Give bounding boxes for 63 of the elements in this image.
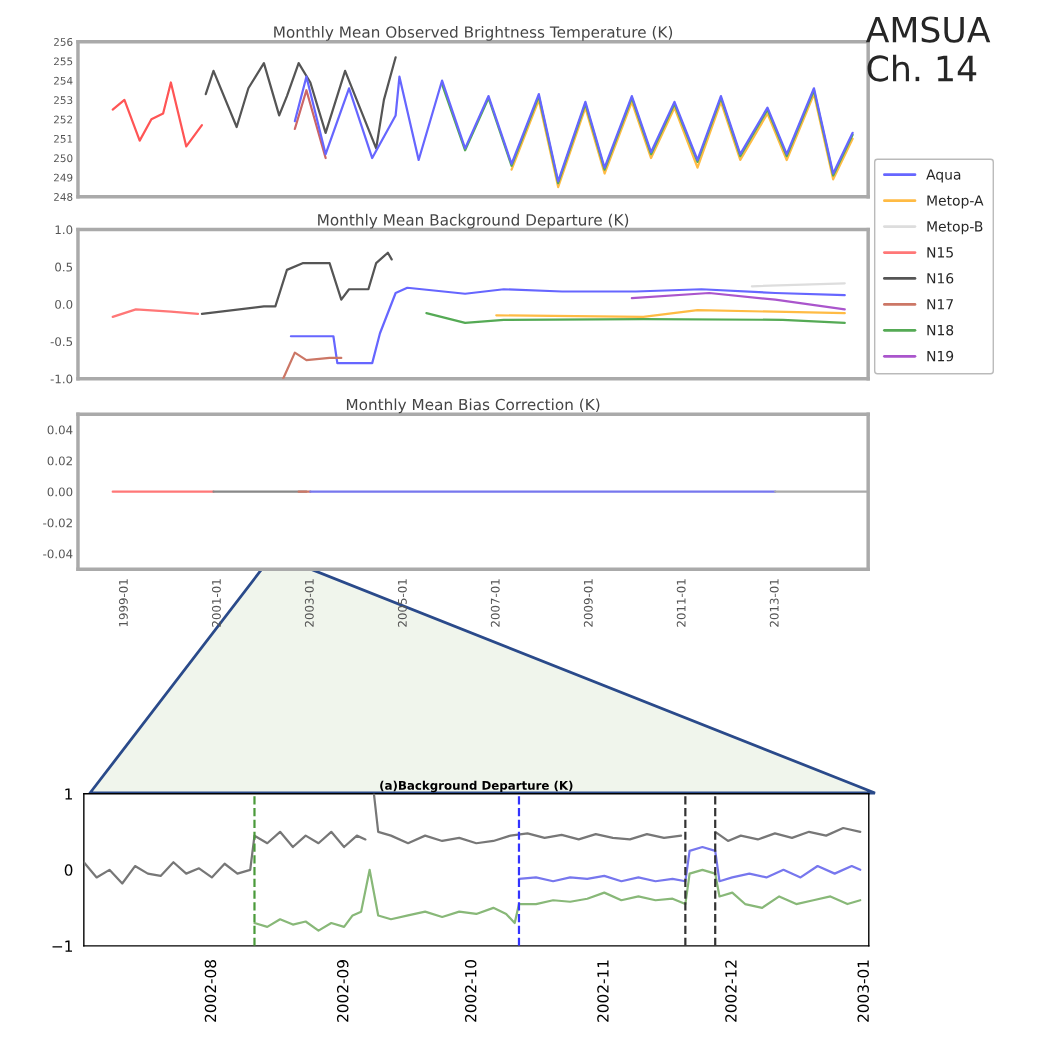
y-tick-label: 0.5 [55, 262, 73, 272]
chart-title: Monthly Mean Bias Correction (K) [346, 398, 600, 414]
chart-title: Monthly Mean Observed Brightness Temperature (K) [274, 26, 673, 41]
y-tick-label: -0.02 [43, 518, 72, 528]
x-tick-label: 2002-09 [336, 960, 349, 1022]
y-tick-label: 1 [65, 788, 73, 800]
x-tick-label: 2002-08 [204, 960, 217, 1022]
x-tick-label: 2001-01 [211, 579, 221, 627]
y-tick-label: −1 [52, 940, 73, 952]
y-tick-label: 1.0 [55, 225, 73, 235]
line-series [200, 251, 393, 315]
legend-label: Metop-B [927, 221, 983, 235]
line-series [293, 75, 854, 183]
y-tick-label: 255 [53, 57, 73, 66]
x-tick-label: 2009-01 [583, 579, 593, 627]
y-tick-label: 0.00 [47, 487, 73, 497]
y-tick-label: 248 [53, 193, 73, 201]
x-tick-label: 2011-01 [676, 579, 686, 627]
y-tick-label: 254 [53, 76, 73, 85]
y-tick-label: -1.0 [50, 374, 73, 384]
y-tick-label: 250 [53, 154, 73, 163]
x-tick-label: 2003-01 [857, 960, 869, 1022]
line-series [630, 291, 846, 311]
annotation: AMSUA Ch. 14 [865, 16, 991, 82]
x-tick-label: 1999-01 [118, 579, 128, 627]
legend-label: N16 [927, 273, 954, 284]
line-series [517, 845, 862, 883]
y-tick-label: 249 [53, 173, 73, 182]
x-tick-label: 2005-01 [397, 579, 407, 627]
y-tick-label: 0.02 [47, 456, 72, 466]
x-tick-label: 2003-01 [304, 579, 314, 627]
y-tick-label: -0.5 [50, 337, 73, 347]
line-series [253, 868, 862, 932]
line-series [510, 92, 854, 189]
y-tick-label: 0.0 [55, 299, 73, 309]
legend-label: N18 [927, 324, 954, 336]
y-tick-label: 253 [53, 96, 73, 105]
legend-label: Aqua [926, 169, 961, 183]
y-tick-label: 251 [53, 134, 73, 143]
y-tick-label: 0.04 [47, 425, 73, 435]
line-series [204, 56, 397, 150]
chart-title: Monthly Mean Background Departure (K) [318, 213, 629, 229]
line-series [495, 309, 846, 318]
line-series [111, 308, 200, 318]
legend-label: N19 [927, 350, 954, 362]
legend-label: Metop-A [927, 195, 984, 209]
line-series [425, 312, 846, 324]
legend-label: N15 [927, 247, 953, 258]
legend-label: N17 [927, 299, 953, 310]
x-tick-label: 2002-10 [464, 960, 477, 1022]
y-tick-label: 0 [64, 864, 73, 876]
chart-title: (a)Background Departure (K) [380, 780, 573, 793]
y-tick-label: -0.04 [43, 549, 73, 559]
y-tick-label: 252 [53, 115, 73, 124]
line-series [289, 286, 846, 365]
line-series [111, 81, 204, 148]
x-tick-label: 2002-12 [725, 960, 737, 1022]
line-series [440, 83, 854, 185]
x-tick-label: 2013-01 [769, 579, 779, 627]
x-tick-label: 2002-11 [597, 960, 609, 1022]
line-series [282, 351, 343, 379]
y-tick-label: 256 [53, 38, 73, 46]
x-tick-label: 2007-01 [490, 579, 500, 627]
